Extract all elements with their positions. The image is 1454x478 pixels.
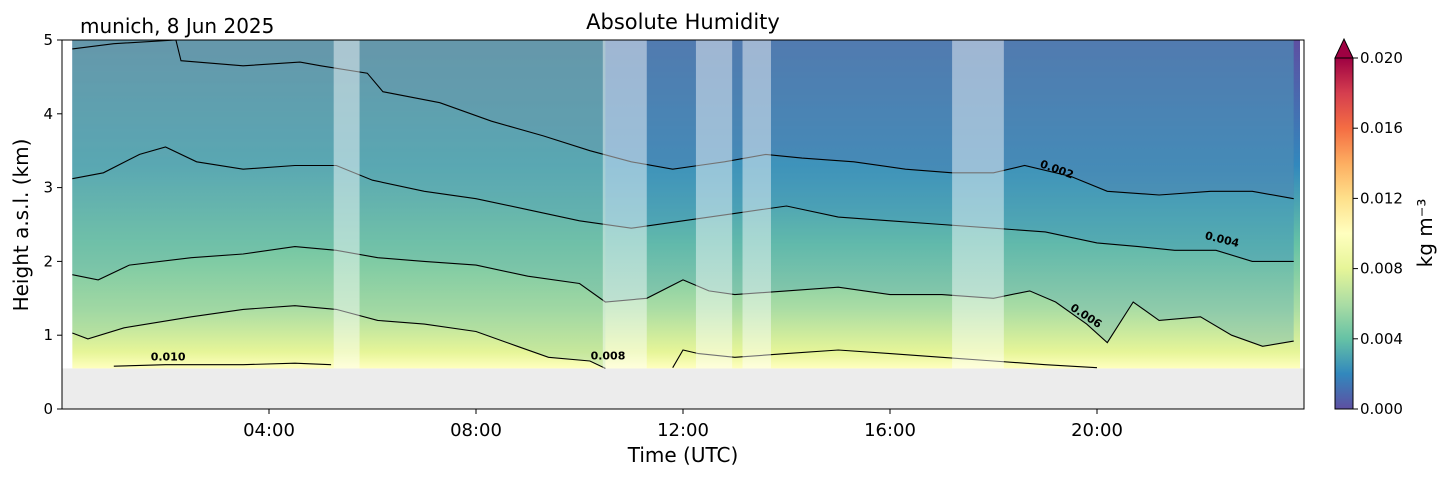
contour-line	[72, 40, 1294, 200]
y-tick-label: 1	[43, 326, 53, 344]
y-tick-label: 5	[43, 31, 53, 49]
colorbar-extend-arrow	[1334, 37, 1354, 59]
x-tick-label: 12:00	[657, 420, 709, 441]
data-gap-overlay	[602, 40, 647, 369]
y-axis: 0 1 2 3 4 5	[43, 31, 62, 418]
contour-line	[72, 305, 606, 369]
contour-lines	[72, 40, 1294, 369]
contour-label: 0.008	[591, 350, 626, 363]
x-tick-label: 20:00	[1071, 420, 1123, 441]
y-tick-label: 4	[43, 105, 53, 123]
colorbar-tick-label: 0.016	[1360, 119, 1403, 137]
x-tick-label: 08:00	[450, 420, 502, 441]
colorbar-tick-label: 0.000	[1360, 400, 1403, 418]
humidity-band	[72, 40, 1294, 262]
chart-title: Absolute Humidity	[586, 10, 780, 34]
y-tick-label: 0	[43, 400, 53, 418]
location-date-label: munich, 8 Jun 2025	[80, 14, 274, 38]
colorbar-tick-label: 0.004	[1360, 330, 1403, 348]
humidity-band	[72, 40, 1294, 347]
x-axis-label: Time (UTC)	[627, 443, 739, 467]
data-gap-overlay	[695, 40, 733, 369]
contour-label: 0.010	[151, 350, 186, 363]
data-gap-overlay	[742, 40, 771, 369]
data-gap-overlay	[333, 40, 360, 369]
humidity-field	[72, 40, 1301, 369]
contour-line	[72, 146, 1294, 262]
humidity-bands	[72, 40, 1294, 369]
y-axis-label: Height a.s.l. (km)	[9, 139, 33, 312]
contour-line	[72, 246, 1294, 347]
x-tick-label: 16:00	[864, 420, 916, 441]
colorbar-gradient	[1334, 57, 1354, 410]
colorbar-tick-label: 0.020	[1360, 49, 1403, 67]
y-tick-label: 2	[43, 252, 53, 270]
colorbar-tick-label: 0.012	[1360, 189, 1403, 207]
contour-line	[672, 349, 1098, 369]
colorbar-ticks: 0.000 0.004 0.008 0.012 0.016 0.020	[1353, 49, 1403, 418]
x-axis: 04:00 08:00 12:00 16:00 20:00	[243, 409, 1123, 441]
humidity-band	[72, 40, 1294, 199]
contour-line	[113, 362, 332, 367]
colorbar-tick-label: 0.008	[1360, 260, 1403, 278]
data-gap-overlay	[952, 40, 1004, 369]
humidity-band	[72, 40, 606, 369]
missing-data-band	[62, 368, 1304, 409]
colorbar-label: kg m⁻³	[1413, 199, 1437, 268]
y-tick-label: 3	[43, 179, 53, 197]
colorbar: 0.000 0.004 0.008 0.012 0.016 0.020	[1334, 37, 1403, 418]
data-gaps	[333, 40, 1004, 369]
x-tick-label: 04:00	[243, 420, 295, 441]
